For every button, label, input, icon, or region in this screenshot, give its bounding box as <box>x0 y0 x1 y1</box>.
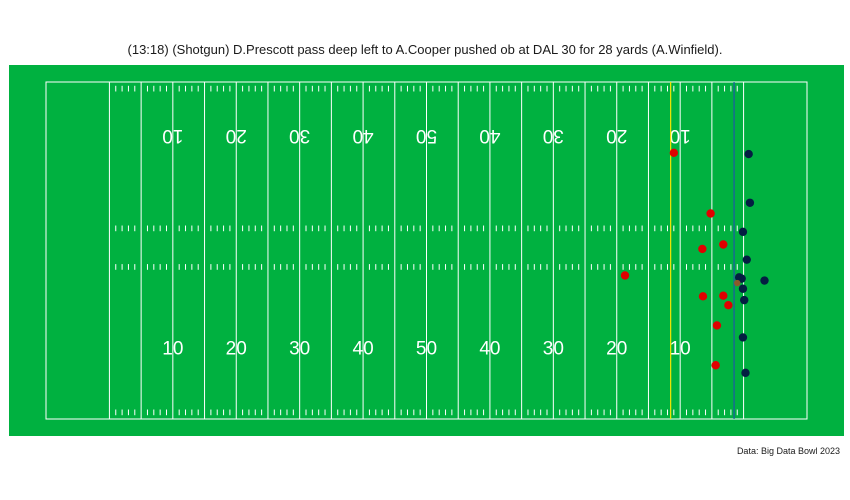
offense-player-point <box>740 295 749 305</box>
yard-number-bottom: 30 <box>543 339 564 360</box>
defense-player-point <box>724 300 733 310</box>
yard-number-bottom: 30 <box>289 339 310 360</box>
yard-number-top: 30 <box>289 125 310 146</box>
defense-player-point <box>620 271 630 280</box>
yard-number-top: 30 <box>543 125 564 146</box>
defense-player-point <box>698 244 707 254</box>
offense-player-point <box>745 198 755 207</box>
yard-number-bottom: 50 <box>416 339 437 360</box>
football-player-point <box>734 279 741 287</box>
offense-player-point <box>742 255 751 264</box>
data-source-caption: Data: Big Data Bowl 2023 <box>736 446 840 456</box>
defense-player-point <box>706 209 715 218</box>
offense-player-point <box>737 274 746 283</box>
yard-number-top: 50 <box>416 125 437 146</box>
defense-player-point <box>698 292 708 301</box>
field-lines <box>45 81 808 420</box>
yard-number-bottom: 40 <box>353 339 374 360</box>
yard-number-bottom: 10 <box>162 339 183 360</box>
defense-player-point <box>719 240 728 249</box>
offense-player-point <box>744 149 753 159</box>
offense-player-point <box>738 227 748 237</box>
special-lines <box>670 82 735 419</box>
yard-numbers: 10 20 30 40 50 40 30 20 10 10 20 30 40 50 40 30 20 10 <box>162 125 690 360</box>
yard-number-top: 20 <box>606 125 627 146</box>
offense-player-point <box>760 276 769 285</box>
yard-number-bottom: 10 <box>670 339 691 360</box>
defense-player-point <box>712 321 722 330</box>
chart-title: (13:18) (Shotgun) D.Prescott pass deep l… <box>127 42 723 57</box>
offense-player-point <box>741 368 750 378</box>
yard-number-top: 40 <box>353 125 374 146</box>
yard-number-top: 10 <box>670 125 691 146</box>
yard-number-top: 20 <box>226 125 247 146</box>
yard-number-bottom: 20 <box>226 339 247 360</box>
defense-player-point <box>719 291 728 300</box>
defense-player-point <box>711 361 720 370</box>
yard-number-top: 40 <box>479 125 500 146</box>
offense-player-point <box>738 284 748 293</box>
defense-player-point <box>669 148 679 158</box>
offense-player-point <box>738 333 748 342</box>
yard-number-top: 10 <box>162 125 183 146</box>
yard-number-bottom: 20 <box>606 339 627 360</box>
player-markers <box>620 148 769 378</box>
yard-number-bottom: 40 <box>479 339 500 360</box>
